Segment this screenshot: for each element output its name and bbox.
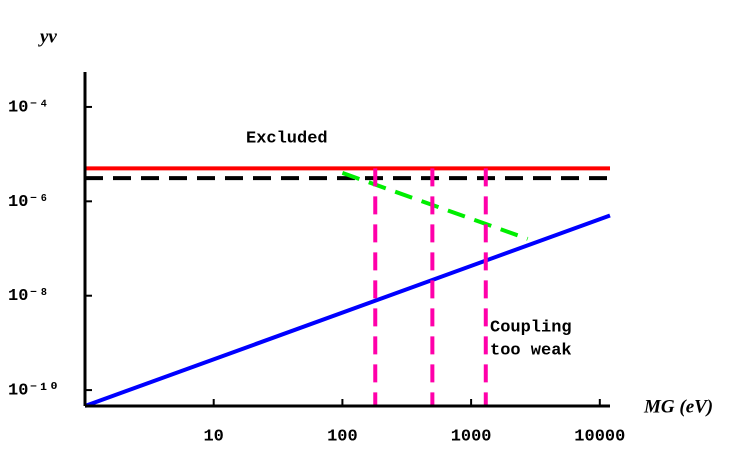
x-tick-label: 10 [203, 427, 223, 446]
x-axis-label: MG (eV) [643, 396, 713, 417]
x-tick-label: 10000 [574, 427, 625, 446]
x-tick-label: 1000 [451, 427, 492, 446]
series-line [84, 213, 611, 408]
y-tick-label: 10⁻⁴ [8, 98, 49, 117]
series-line [341, 171, 529, 241]
y-tick-label: 10⁻⁶ [8, 193, 49, 212]
y-tick-label: 10⁻¹⁰ [8, 382, 59, 401]
y-tick-label: 10⁻⁸ [8, 287, 49, 306]
annotation: Coupling [490, 318, 572, 337]
x-tick-label: 100 [327, 427, 358, 446]
annotation: too weak [490, 341, 572, 360]
annotation: Excluded [246, 129, 328, 148]
y-axis-label: yν [38, 26, 57, 47]
